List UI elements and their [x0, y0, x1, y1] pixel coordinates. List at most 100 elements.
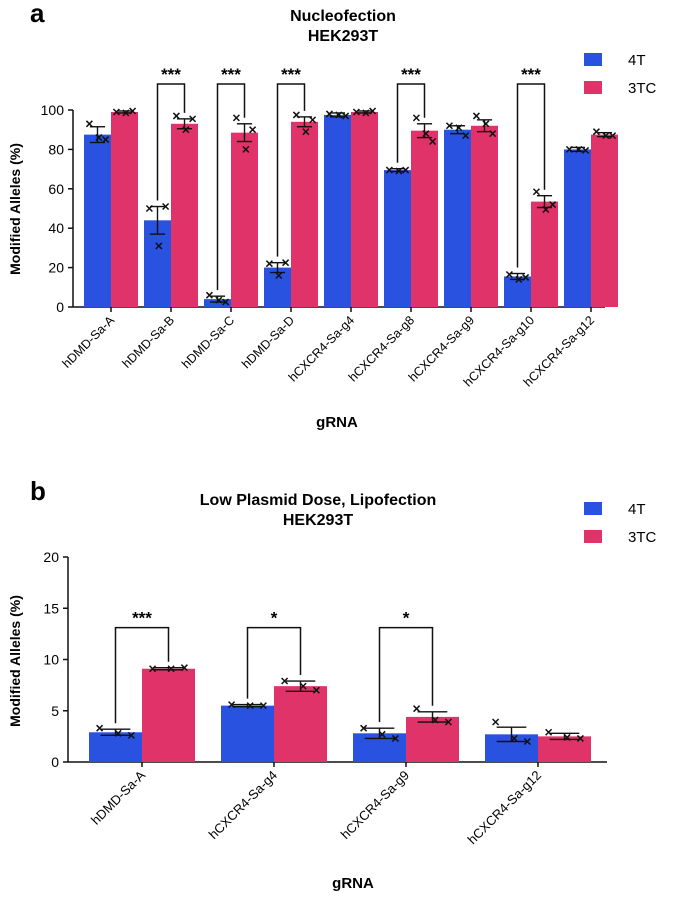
replicate-point-3TC [412, 114, 420, 122]
bar-3TC [531, 201, 558, 307]
replicate-point-4T [575, 145, 583, 153]
replicate-point-4T [445, 122, 453, 130]
panel-b-plot: 0 5 10 15 20 hDMD-Sa-A hCXCR4-Sa-g4 hCXCR4-Sa-g… [43, 549, 607, 847]
replicate-point-3TC [167, 665, 175, 673]
y-tick-label: 0 [51, 754, 59, 770]
bar-3TC [274, 686, 327, 762]
bar-3TC [111, 111, 138, 307]
replicate-point-4T [85, 120, 93, 128]
replicate-point-4T [492, 718, 500, 726]
replicate-point-4T [565, 145, 573, 153]
replicate-point-4T [523, 737, 531, 746]
y-tick-label: 15 [43, 600, 59, 616]
panel-b-title: Low Plasmid Dose, Lipofection [200, 492, 436, 509]
replicate-point-3TC [189, 115, 197, 123]
replicate-point-4T [462, 132, 470, 140]
bar-3TC [171, 123, 198, 307]
significance-label: *** [281, 65, 301, 84]
panel-a-label: a [30, 0, 45, 28]
panel-b-legend-label-4T: 4T [628, 501, 646, 518]
replicate-point-3TC [281, 677, 289, 685]
significance-label: * [271, 609, 278, 628]
replicate-point-3TC [112, 108, 120, 116]
replicate-point-3TC [592, 128, 600, 136]
panel-a-legend-label-3TC: 3TC [628, 80, 657, 97]
significance-bracket [516, 83, 546, 268]
panel-a-x-axis-title: gRNA [316, 414, 358, 431]
x-tick-label: hDMD-Sa-D [239, 313, 297, 371]
replicate-point-4T [360, 724, 368, 732]
replicate-point-4T [205, 291, 213, 299]
replicate-point-3TC [429, 137, 437, 146]
panel-a-subtitle: HEK293T [308, 28, 378, 45]
replicate-point-3TC [249, 126, 257, 134]
replicate-point-3TC [242, 145, 250, 153]
replicate-point-3TC [292, 111, 300, 119]
x-tick-label: hDMD-Sa-B [120, 313, 178, 371]
replicate-point-4T [402, 166, 410, 174]
replicate-point-3TC [422, 130, 430, 138]
panel-b-x-axis-title: gRNA [332, 875, 374, 892]
bar-4T [384, 170, 411, 307]
panel-b-subtitle: HEK293T [283, 512, 353, 529]
replicate-point-3TC [182, 126, 190, 134]
replicate-point-4T [228, 701, 236, 709]
x-tick-label: hCXCR4-Sa-g9 [338, 768, 412, 842]
bar-3TC [142, 668, 195, 762]
replicate-point-3TC [172, 112, 180, 120]
replicate-point-4T [259, 702, 267, 710]
replicate-point-4T [282, 259, 290, 267]
replicate-point-4T [162, 202, 170, 211]
x-tick-label: hCXCR4-Sa-g4 [206, 768, 280, 842]
bar-3TC [351, 111, 378, 307]
replicate-point-4T [455, 124, 463, 132]
replicate-point-3TC [232, 114, 240, 122]
replicate-point-4T [510, 734, 518, 742]
panel-a-legend-swatch-4T [584, 53, 602, 66]
significance-bracket [246, 626, 302, 699]
bar-4T [221, 705, 274, 762]
replicate-point-4T [505, 270, 513, 279]
replicate-point-3TC [609, 132, 617, 140]
significance-bracket [156, 83, 186, 201]
replicate-point-4T [102, 136, 110, 144]
panel-b-y-axis-title: Modified Alleles (%) [7, 595, 23, 727]
replicate-point-4T [275, 271, 283, 280]
replicate-point-3TC [122, 109, 130, 117]
replicate-point-3TC [563, 733, 571, 741]
y-tick-label: 5 [51, 703, 59, 719]
panel-a-plot: 0 20 40 60 80 100 hDMD-Sa-A hDMD-Sa-B hDMD-Sa-C h… [41, 65, 618, 389]
y-tick-label: 10 [43, 652, 59, 668]
significance-label: *** [132, 609, 152, 628]
replicate-point-4T [378, 730, 386, 738]
significance-bracket [276, 83, 306, 257]
significance-label: *** [161, 65, 181, 84]
bar-3TC [411, 130, 438, 307]
y-tick-label: 40 [48, 220, 64, 236]
replicate-point-3TC [369, 107, 377, 115]
replicate-point-4T [127, 731, 135, 739]
panel-a-legend-swatch-3TC [584, 81, 602, 94]
replicate-point-4T [95, 134, 103, 142]
panel-a-legend-label-4T: 4T [628, 52, 646, 69]
bar-4T [204, 299, 231, 307]
panel-a-y-axis-title: Modified Alleles (%) [7, 143, 23, 275]
replicate-point-3TC [129, 107, 137, 115]
significance-bracket [378, 626, 434, 723]
replicate-point-3TC [576, 734, 584, 742]
significance-bracket [216, 83, 246, 291]
y-tick-label: 20 [48, 260, 64, 276]
replicate-point-4T [515, 275, 523, 283]
bar-3TC [591, 134, 618, 307]
replicate-point-3TC [532, 188, 540, 196]
bar-4T [324, 114, 351, 307]
replicate-point-3TC [302, 128, 310, 136]
replicate-point-4T [395, 167, 403, 175]
bar-3TC [291, 121, 318, 307]
replicate-point-3TC [444, 718, 452, 726]
y-tick-label: 0 [56, 299, 64, 315]
replicate-point-3TC [542, 205, 550, 214]
significance-bracket [396, 83, 426, 163]
replicate-point-4T [522, 273, 530, 281]
